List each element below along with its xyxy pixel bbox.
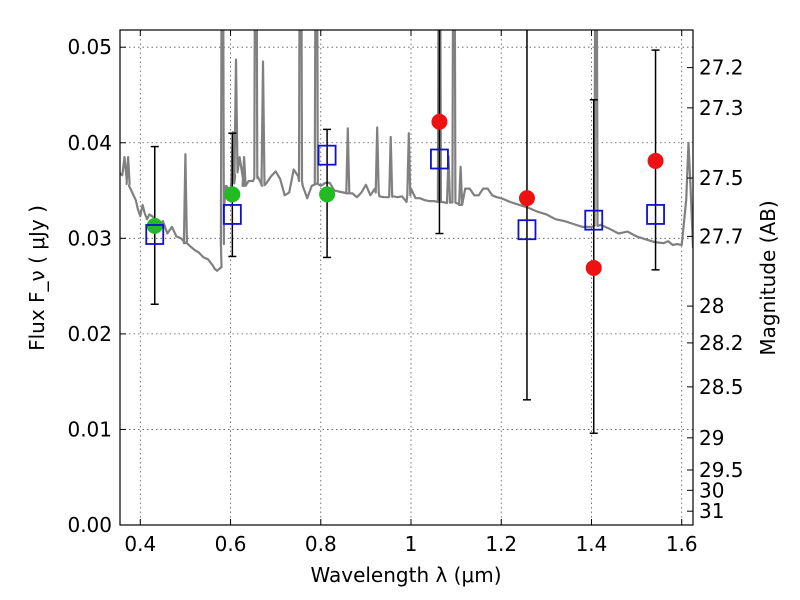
plot-background — [120, 30, 693, 525]
model-photometry-square — [584, 209, 604, 231]
y-tick-label: 0.00 — [67, 513, 112, 537]
y2-tick-label: 27.3 — [699, 96, 744, 120]
model-photometry-square — [646, 204, 665, 225]
y2-tick-label: 29.5 — [699, 458, 744, 482]
model-photometry-square — [145, 224, 165, 245]
y2-tick-label: 27.2 — [699, 56, 744, 80]
y2-tick-label: 30 — [699, 478, 724, 502]
model-photometry-square — [222, 204, 242, 225]
y2-tick-label: 31 — [699, 499, 724, 523]
model-photometry-square — [430, 148, 449, 170]
y2-tick-label: 27.5 — [699, 166, 744, 190]
y2-tick-label: 28.2 — [699, 331, 744, 355]
model-photometry-square — [517, 219, 537, 241]
y2-tick-label: 29 — [699, 426, 724, 450]
y-axis-label: Flux F_ν ( μJy ) — [25, 205, 49, 351]
observed-flux-point — [647, 152, 664, 169]
observed-flux-point — [224, 186, 241, 203]
x-tick-label: 0.8 — [305, 532, 337, 556]
observed-flux-point — [319, 186, 336, 203]
y-tick-label: 0.05 — [67, 35, 112, 59]
x-tick-label: 1.4 — [576, 532, 608, 556]
y2-axis-label: Magnitude (AB) — [756, 200, 780, 355]
y-tick-label: 0.02 — [67, 322, 112, 346]
axes: 0.4 0.6 0.8 1 1.2 1.4 1.6 0.00 0.01 0.02 0.03 0.04 0… — [67, 30, 744, 556]
y2-tick-label: 27.7 — [699, 224, 744, 248]
y2-tick-label: 28 — [699, 294, 724, 318]
model-spectrum-line — [120, 30, 693, 272]
x-tick-label: 1.6 — [666, 532, 698, 556]
x-tick-label: 0.6 — [215, 532, 247, 556]
y-tick-label: 0.01 — [67, 417, 112, 441]
x-axis-label: Wavelength λ (μm) — [310, 563, 501, 587]
model-photometry-square — [317, 144, 337, 166]
observed-flux-point — [431, 113, 448, 130]
x-tick-label: 1.2 — [485, 532, 517, 556]
y-tick-label: 0.03 — [67, 226, 112, 250]
plot-frame — [119, 29, 694, 526]
plot-area — [120, 30, 693, 435]
x-tick-label: 0.4 — [124, 532, 156, 556]
observed-flux-point — [585, 259, 602, 276]
y2-tick-label: 28.5 — [699, 375, 744, 399]
observed-flux-point — [518, 190, 535, 207]
y-tick-label: 0.04 — [67, 131, 112, 155]
x-tick-label: 1 — [405, 532, 418, 556]
